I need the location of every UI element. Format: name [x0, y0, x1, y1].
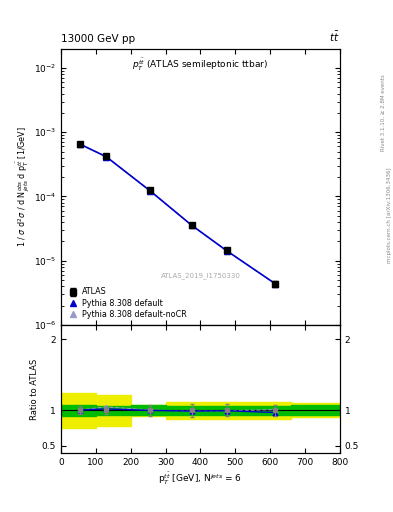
- Text: Rivet 3.1.10, ≥ 2.8M events: Rivet 3.1.10, ≥ 2.8M events: [381, 74, 386, 151]
- Pythia 8.308 default-noCR: [147, 187, 152, 194]
- Pythia 8.308 default: [189, 222, 194, 228]
- Legend: ATLAS, Pythia 8.308 default, Pythia 8.308 default-noCR: ATLAS, Pythia 8.308 default, Pythia 8.30…: [65, 286, 188, 321]
- X-axis label: p$^{t\bar{t}}_{T}$ [GeV], N$^{jets}$ = 6: p$^{t\bar{t}}_{T}$ [GeV], N$^{jets}$ = 6: [158, 471, 242, 487]
- Pythia 8.308 default-noCR: [189, 222, 194, 228]
- Pythia 8.308 default-noCR: [224, 248, 229, 254]
- Y-axis label: 1 / $\sigma$ d$^2\sigma$ / d N$^{obs}_{jets}$ d p$^{t\bar{t}}_T$ [1/GeV]: 1 / $\sigma$ d$^2\sigma$ / d N$^{obs}_{j…: [14, 126, 31, 247]
- Pythia 8.308 default: [147, 187, 152, 194]
- Line: Pythia 8.308 default-noCR: Pythia 8.308 default-noCR: [77, 141, 278, 287]
- Pythia 8.308 default: [273, 281, 278, 287]
- Pythia 8.308 default-noCR: [273, 281, 278, 287]
- Pythia 8.308 default-noCR: [104, 154, 108, 160]
- Pythia 8.308 default: [224, 248, 229, 254]
- Pythia 8.308 default: [104, 154, 108, 160]
- Line: Pythia 8.308 default: Pythia 8.308 default: [77, 141, 278, 287]
- Text: $t\bar{t}$: $t\bar{t}$: [329, 29, 340, 44]
- Pythia 8.308 default-noCR: [78, 141, 83, 147]
- Text: 13000 GeV pp: 13000 GeV pp: [61, 33, 135, 44]
- Y-axis label: Ratio to ATLAS: Ratio to ATLAS: [30, 358, 39, 420]
- Text: ATLAS_2019_I1750330: ATLAS_2019_I1750330: [160, 272, 241, 279]
- Text: $p_T^{t\bar{t}}$ (ATLAS semileptonic ttbar): $p_T^{t\bar{t}}$ (ATLAS semileptonic ttb…: [132, 57, 268, 73]
- Text: mcplots.cern.ch [arXiv:1306.3436]: mcplots.cern.ch [arXiv:1306.3436]: [387, 167, 391, 263]
- Pythia 8.308 default: [78, 141, 83, 147]
